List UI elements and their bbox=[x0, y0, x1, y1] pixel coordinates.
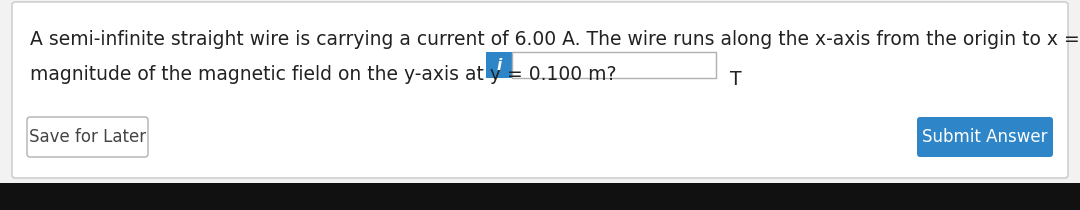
FancyBboxPatch shape bbox=[917, 117, 1053, 157]
FancyBboxPatch shape bbox=[12, 2, 1068, 178]
Text: Submit Answer: Submit Answer bbox=[922, 128, 1048, 146]
FancyBboxPatch shape bbox=[0, 183, 1080, 210]
Text: A semi-infinite straight wire is carrying a current of 6.00 A. The wire runs alo: A semi-infinite straight wire is carryin… bbox=[30, 30, 1080, 49]
Text: T: T bbox=[730, 70, 742, 89]
Text: i: i bbox=[497, 58, 501, 72]
Text: Save for Later: Save for Later bbox=[29, 128, 146, 146]
FancyBboxPatch shape bbox=[27, 117, 148, 157]
Text: magnitude of the magnetic field on the y-axis at y = 0.100 m?: magnitude of the magnetic field on the y… bbox=[30, 65, 617, 84]
FancyBboxPatch shape bbox=[512, 52, 716, 78]
FancyBboxPatch shape bbox=[486, 52, 512, 78]
